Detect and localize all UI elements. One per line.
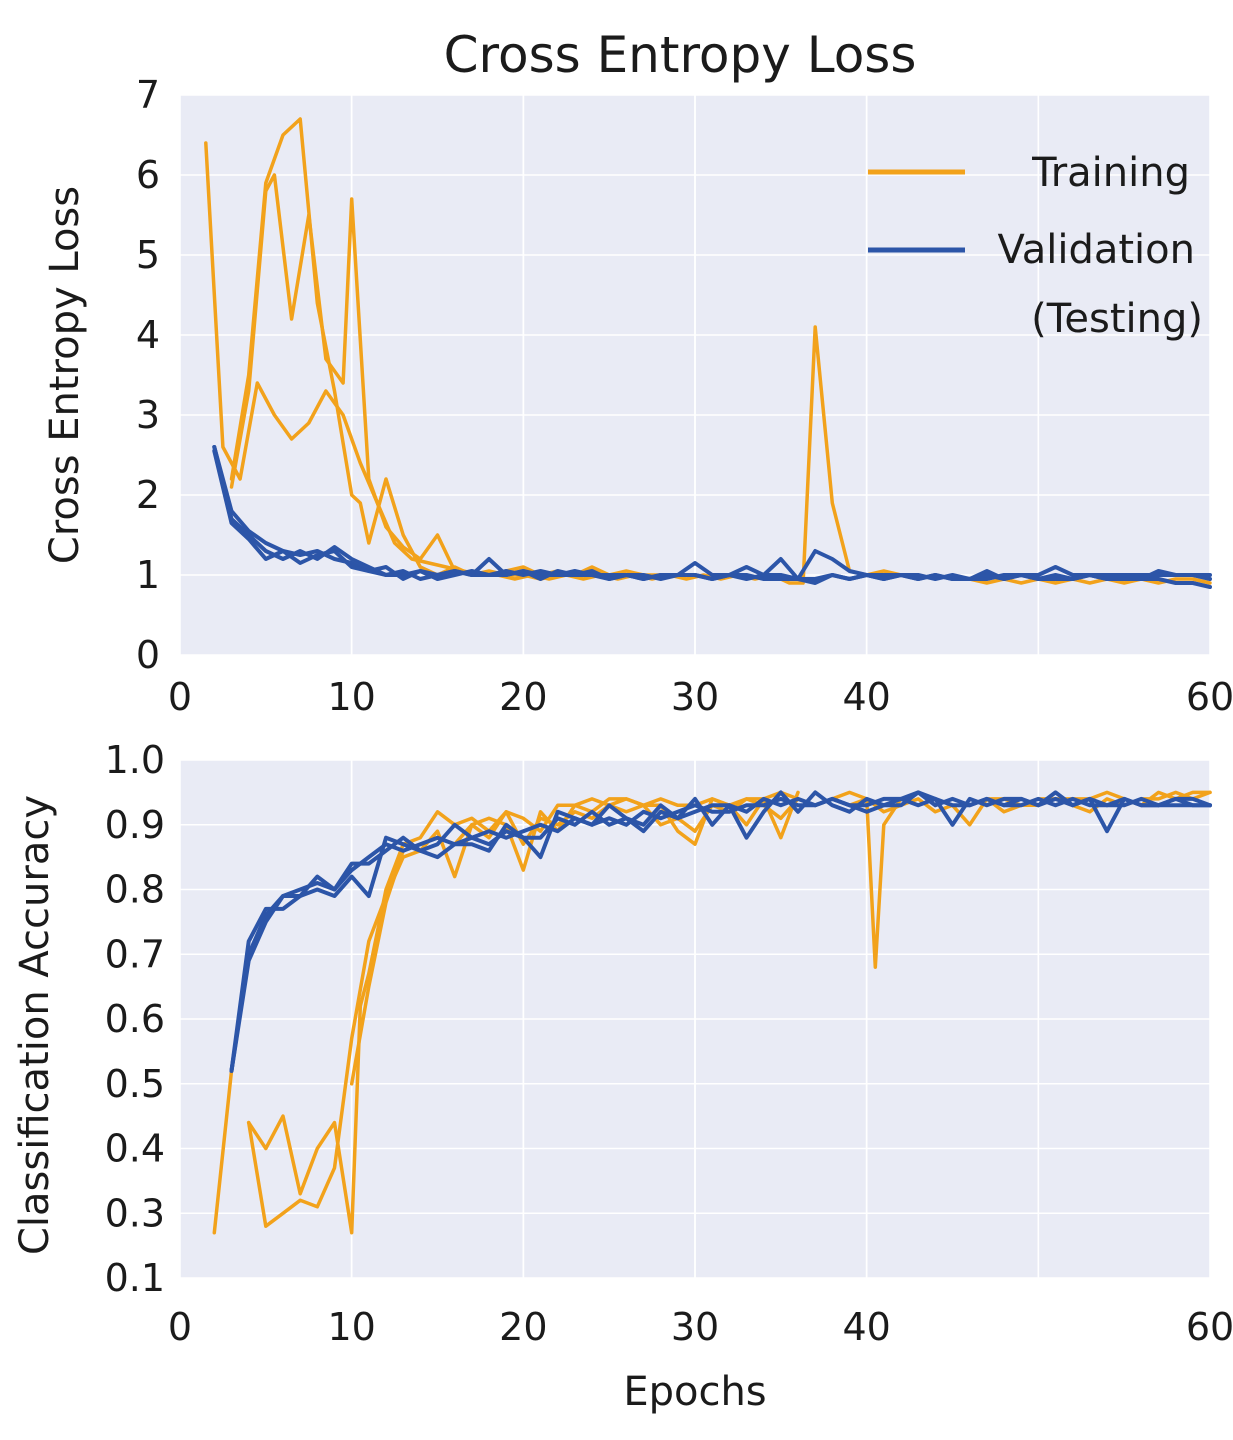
y-tick-label: 1.0: [105, 738, 165, 782]
loss-x-ticks: 0 10 20 30 40 60: [168, 675, 1233, 719]
x-tick-label: 40: [842, 1305, 890, 1349]
x-tick-label: 40: [842, 675, 890, 719]
training-series-line: [229, 173, 663, 577]
x-tick-label: 30: [671, 1305, 719, 1349]
loss-chart-title: Cross Entropy Loss: [444, 26, 917, 84]
y-tick-label: 1: [136, 553, 160, 597]
legend-training-label: Training: [1031, 150, 1190, 196]
accuracy-y-axis-label: Classification Accuracy: [12, 795, 58, 1255]
loss-y-ticks: 0 1 2 3 4 5 6 7: [136, 73, 160, 677]
y-tick-label: 4: [136, 313, 160, 357]
x-tick-label: 20: [499, 1305, 547, 1349]
accuracy-panel: 0.10.30.40.50.60.70.80.91.0 0 10 20 30 40 60 …: [12, 738, 1233, 1415]
accuracy-y-ticks: 0.1 0.3 0.4 0.5 0.6 0.7 0.8 0.9 1.0: [105, 738, 165, 1300]
loss-series: [204, 117, 1212, 589]
training-series-line: [212, 1069, 234, 1235]
validation-series-line: [229, 790, 1212, 1073]
validation-series-line: [229, 790, 1212, 1073]
y-tick-label: 0.6: [105, 997, 165, 1041]
loss-gridlines: [179, 94, 1211, 656]
y-tick-label: 0.9: [105, 803, 165, 847]
y-tick-label: 5: [136, 233, 160, 277]
loss-y-axis-label: Cross Entropy Loss: [42, 186, 88, 564]
x-axis-label: Epochs: [623, 1369, 766, 1415]
x-tick-label: 20: [499, 675, 547, 719]
y-tick-label: 3: [136, 393, 160, 437]
y-tick-label: 7: [136, 73, 160, 117]
legend: Training Validation (Testing): [868, 150, 1203, 342]
y-tick-label: 0.8: [105, 868, 165, 912]
accuracy-series: [212, 790, 1212, 1235]
y-tick-label: 0.4: [105, 1127, 165, 1171]
legend-validation-sublabel: (Testing): [1031, 296, 1203, 342]
y-tick-label: 0.7: [105, 932, 165, 976]
x-tick-label: 0: [168, 675, 192, 719]
x-tick-label: 10: [327, 1305, 375, 1349]
x-tick-label: 30: [671, 675, 719, 719]
x-tick-label: 60: [1186, 1305, 1233, 1349]
x-tick-label: 0: [168, 1305, 192, 1349]
validation-series-line: [212, 449, 1212, 585]
x-tick-label: 60: [1186, 675, 1233, 719]
y-tick-label: 0.5: [105, 1062, 165, 1106]
y-tick-label: 2: [136, 473, 160, 517]
y-tick-label: 0.1: [105, 1256, 165, 1300]
x-tick-label: 10: [327, 675, 375, 719]
validation-series-line: [212, 445, 1212, 581]
legend-validation-label: Validation: [997, 227, 1195, 273]
y-tick-label: 0.3: [105, 1191, 165, 1235]
y-tick-label: 0: [136, 633, 160, 677]
y-tick-label: 6: [136, 153, 160, 197]
accuracy-x-ticks: 0 10 20 30 40 60: [168, 1305, 1233, 1349]
